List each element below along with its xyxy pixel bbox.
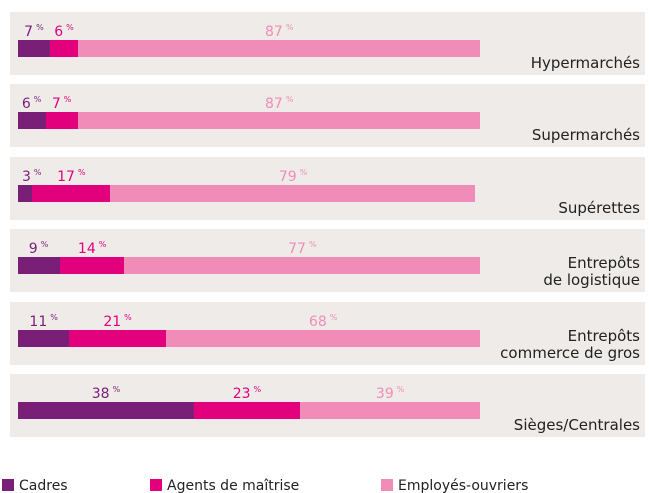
value-label: 9% (29, 237, 49, 257)
bar-segment (124, 257, 480, 275)
value-label: 3% (22, 165, 42, 185)
legend-swatch (381, 479, 393, 491)
category-label: Hypermarchés (530, 54, 640, 72)
bar-segment (299, 402, 480, 419)
legend-label: Employés-ouvriers (398, 478, 529, 493)
value-unit: % (36, 23, 44, 32)
bar-segment (78, 112, 480, 130)
category-wrap: Supermarchés (400, 84, 640, 144)
value-label: 6% (22, 92, 42, 112)
bar-segment (110, 184, 476, 202)
value-label: 7% (24, 20, 44, 40)
bar-segment (31, 184, 111, 202)
value-unit: % (33, 95, 42, 105)
value-unit: % (77, 167, 86, 177)
value-unit: % (63, 95, 72, 105)
category-wrap: Hypermarchés (400, 12, 640, 72)
bar-segment (78, 40, 480, 57)
value-unit: % (329, 312, 338, 322)
value-number: 7 (24, 24, 34, 40)
value-unit: % (40, 240, 49, 250)
value-unit: % (33, 167, 42, 177)
legend-swatch (2, 479, 14, 491)
value-unit: % (98, 240, 107, 250)
value-unit: % (285, 95, 294, 105)
value-label: 87% (265, 20, 293, 40)
bar-segment (59, 257, 125, 275)
value-label: 14% (78, 237, 106, 257)
value-number: 87 (265, 24, 283, 40)
value-number: 14 (77, 241, 96, 258)
value-number: 9 (28, 241, 38, 258)
value-unit: % (50, 312, 58, 322)
value-label: 23% (233, 382, 261, 402)
value-label: 11% (29, 310, 57, 330)
value-number: 6 (21, 96, 31, 113)
value-unit: % (112, 385, 121, 394)
value-label: 38% (92, 382, 120, 402)
bar-segment (193, 402, 300, 419)
value-unit: % (396, 385, 405, 394)
legend-label: Agents de maîtrise (167, 478, 300, 493)
bar-segment (18, 257, 60, 275)
value-label: 77% (288, 237, 316, 257)
category-wrap: Supérettes (400, 157, 640, 217)
value-number: 11 (29, 313, 48, 330)
bar-segment (50, 40, 79, 57)
value-number: 39 (375, 386, 394, 402)
value-unit: % (285, 23, 294, 32)
value-unit: % (66, 23, 74, 32)
value-label: 7% (52, 92, 72, 112)
value-label: 79% (279, 165, 307, 185)
bar-segment (18, 40, 51, 57)
category-wrap: Entrepôts commerce de gros (400, 302, 640, 362)
bar-segment (18, 184, 32, 202)
category-label: Entrepôts commerce de gros (500, 326, 640, 362)
category-label: Entrepôts de logistique (543, 254, 640, 290)
value-number: 6 (54, 24, 64, 40)
value-number: 87 (265, 96, 283, 113)
value-number: 7 (51, 96, 61, 113)
category-label: Supérettes (558, 198, 640, 217)
value-label: 68% (309, 310, 337, 330)
bar-segment (18, 112, 46, 130)
bar-segment (165, 329, 480, 347)
value-number: 21 (103, 313, 122, 330)
category-wrap: Entrepôts de logistique (400, 229, 640, 289)
value-number: 68 (308, 313, 327, 330)
bar-segment (68, 329, 166, 347)
value-number: 77 (288, 241, 306, 258)
legend-swatch (150, 479, 162, 491)
legend-label: Cadres (19, 478, 68, 493)
bar-segment (18, 329, 69, 347)
bar-segment (18, 402, 194, 419)
value-number: 79 (278, 168, 297, 185)
value-label: 6% (54, 20, 74, 40)
value-number: 23 (232, 386, 251, 402)
bar-segment (45, 112, 79, 130)
value-label: 39% (376, 382, 404, 402)
category-label: Sièges/Centrales (513, 416, 640, 434)
value-number: 38 (91, 386, 110, 402)
value-label: 87% (265, 92, 293, 112)
category-wrap: Sièges/Centrales (400, 374, 640, 434)
value-unit: % (308, 240, 317, 250)
value-label: 17% (57, 165, 85, 185)
value-number: 17 (57, 168, 75, 185)
value-unit: % (299, 167, 308, 177)
value-unit: % (253, 385, 262, 394)
value-number: 3 (22, 168, 31, 185)
value-unit: % (124, 312, 132, 322)
category-label: Supermarchés (531, 126, 640, 145)
value-label: 21% (103, 310, 131, 330)
